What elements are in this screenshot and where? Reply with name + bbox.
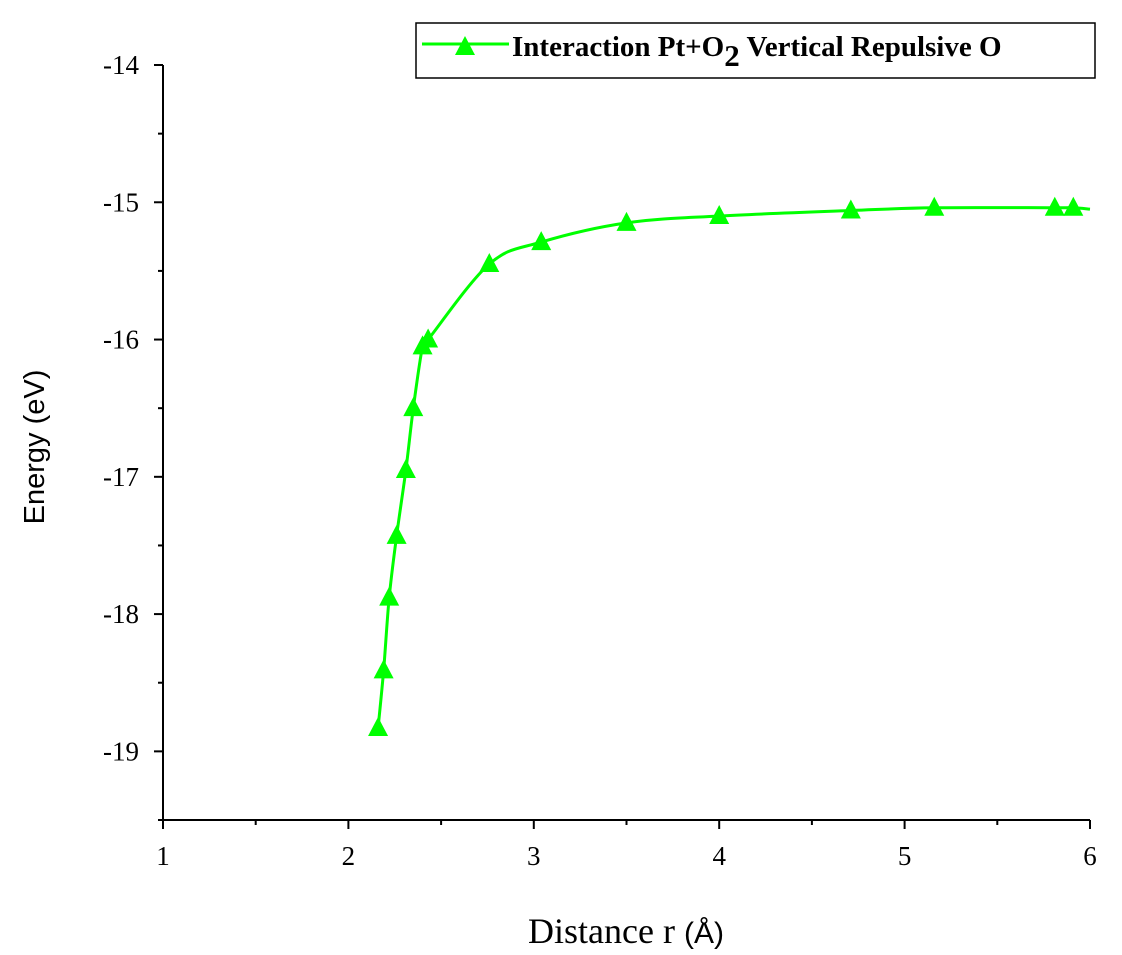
x-tick-label: 3 <box>527 841 541 871</box>
data-point-triangle <box>616 211 637 231</box>
axes <box>154 64 1091 829</box>
y-tick-label: -15 <box>103 187 139 217</box>
data-point-triangle <box>395 458 416 478</box>
x-tick-label: 1 <box>156 841 170 871</box>
legend-label: Interaction Pt+O2 Vertical Repulsive O <box>512 31 1002 73</box>
y-tick-label: -16 <box>103 325 139 355</box>
data-point-triangle <box>379 586 400 606</box>
y-tick-label: -17 <box>103 462 139 492</box>
data-point-triangle <box>368 717 389 737</box>
x-tick-label: 2 <box>342 841 356 871</box>
data-point-triangle <box>709 205 730 224</box>
legend: Interaction Pt+O2 Vertical Repulsive O <box>415 22 1096 79</box>
data-point-triangle <box>479 253 500 273</box>
legend-label-main: Interaction Pt+O <box>512 31 724 63</box>
x-axis-label: Distance r (Å) <box>528 911 724 951</box>
x-axis-label-unit: (Å) <box>684 917 724 950</box>
data-point-triangle <box>1063 196 1084 216</box>
plot-area <box>368 196 1091 737</box>
data-point-triangle <box>924 196 945 216</box>
x-tick-label: 4 <box>712 841 726 871</box>
data-point-triangle <box>531 231 552 251</box>
data-point-triangle <box>840 199 861 219</box>
legend-box <box>415 22 1096 79</box>
series-line <box>376 206 1091 729</box>
x-tick-label: 6 <box>1083 841 1097 871</box>
y-tick-label: -14 <box>103 50 139 80</box>
legend-label-subscript: 2 <box>724 38 740 73</box>
legend-marker-triangle-icon <box>455 36 475 55</box>
x-tick-label: 5 <box>898 841 912 871</box>
x-axis-label-text: Distance r <box>528 911 675 951</box>
data-point-triangle <box>418 328 439 348</box>
data-point-triangle <box>1044 196 1065 216</box>
tick-labels: 1 2 3 4 5 6 -14 -15 -16 -17 -18 -19 <box>103 50 1097 871</box>
y-tick-label: -18 <box>103 599 139 629</box>
data-point-triangle <box>373 659 394 679</box>
y-tick-label: -19 <box>103 736 139 766</box>
legend-label-rest: Vertical Repulsive O <box>740 31 1002 63</box>
data-point-triangle <box>403 397 424 417</box>
data-point-triangle <box>386 524 407 544</box>
y-axis-label: Energy (eV) <box>19 370 51 525</box>
